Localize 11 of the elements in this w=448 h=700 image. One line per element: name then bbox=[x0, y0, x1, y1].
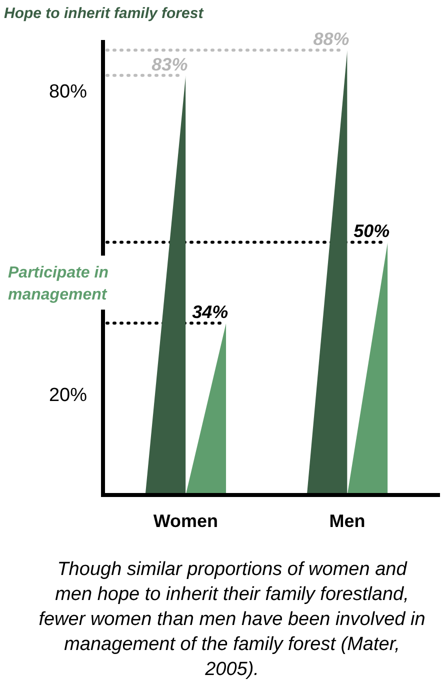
data-label: 50% bbox=[354, 221, 390, 242]
text: Hope to inherit family forest bbox=[4, 5, 204, 22]
text: Though similar proportions of women and men hope to inherit their family forestland, fewer women than men have been involved in management of the family forest (Mater, 2005). bbox=[38, 559, 426, 680]
data-label: 88% bbox=[313, 29, 350, 50]
text: Participate in management bbox=[8, 264, 109, 304]
data-label: 83% bbox=[152, 54, 188, 74]
y-tick-label: 80% bbox=[48, 82, 88, 103]
y-tick-label: 20% bbox=[48, 384, 88, 406]
x-tick-label: Men bbox=[329, 511, 366, 531]
data-label: 34% bbox=[192, 302, 228, 322]
x-tick-label: Women bbox=[153, 511, 218, 531]
